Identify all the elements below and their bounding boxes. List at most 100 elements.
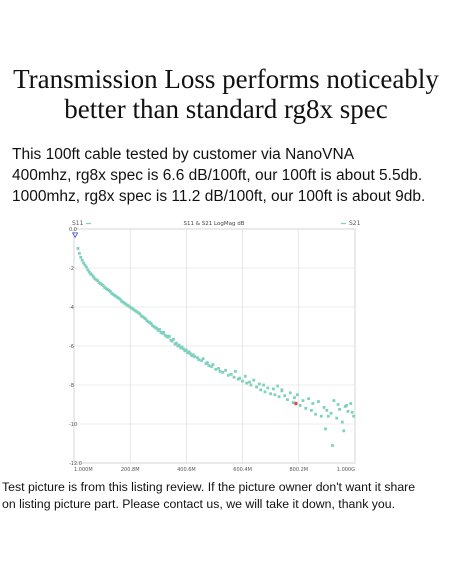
s21-point-113 [262, 383, 265, 387]
s21-point-125 [291, 401, 295, 404]
chart-background [64, 219, 364, 474]
s21-point-104 [241, 379, 244, 383]
s21-point-153 [342, 429, 346, 433]
s21-point-127 [295, 393, 299, 397]
s21-point-61 [162, 330, 166, 334]
s21-point-35 [125, 303, 129, 307]
s21-point-133 [311, 402, 315, 405]
s21-point-36 [127, 304, 130, 308]
s11-marker [71, 232, 79, 239]
s21-point-88 [204, 362, 208, 365]
s21-point-28 [115, 295, 119, 299]
x-tick-label-4: 800.2M [289, 467, 308, 473]
s21-point-83 [193, 355, 197, 359]
s21-point-134 [314, 412, 318, 416]
s21-point-155 [350, 410, 354, 414]
s21-point-60 [160, 331, 164, 335]
s21-point-120 [277, 395, 281, 399]
s21-point-23 [108, 290, 112, 293]
description: This 100ft cable tested by customer via … [12, 144, 450, 207]
s21-point-79 [187, 350, 191, 354]
s21-point-148 [280, 388, 284, 392]
s21-point-6 [84, 265, 88, 269]
s21-point-129 [301, 399, 305, 402]
s21-point-75 [182, 347, 185, 351]
s21-point-107 [248, 380, 251, 384]
y-tick-label-5: -10 [69, 422, 77, 428]
s21-point-151 [331, 444, 334, 447]
s21-point-149 [324, 427, 327, 431]
s21-point-26 [113, 293, 116, 297]
s21-point-108 [249, 383, 253, 387]
s21-point-37 [128, 305, 132, 309]
s21-point-0 [76, 247, 80, 250]
s21-point-25 [111, 292, 115, 296]
s21-point-122 [283, 394, 287, 398]
s21-point-22 [107, 289, 111, 292]
s21-point-124 [288, 391, 292, 395]
s21-point-103 [238, 376, 242, 380]
headline: Transmission Loss performs noticeably be… [0, 64, 452, 124]
s21-point-112 [259, 388, 263, 392]
y-tick-label-4: -8 [69, 383, 74, 389]
s21-point-13 [94, 278, 98, 282]
s21-point-38 [129, 306, 133, 310]
s21-point-98 [227, 373, 230, 377]
s21-point-150 [326, 414, 330, 418]
s21-point-123 [286, 398, 289, 402]
s21-point-17 [100, 283, 104, 286]
s21-point-140 [332, 399, 336, 402]
s21-point-58 [158, 328, 161, 331]
s21-point-18 [101, 284, 105, 287]
s21-point-10 [90, 273, 94, 277]
s21-point-70 [174, 341, 178, 345]
s21-point-78 [186, 351, 190, 355]
s21-point-11 [92, 275, 95, 279]
y-tick-label-6: -12.0 [69, 461, 82, 467]
disclaimer: Test picture is from this listing review… [2, 479, 450, 513]
s21-point-73 [179, 346, 183, 350]
s21-point-86 [200, 359, 204, 363]
y-tick-label-1: -2 [69, 266, 74, 272]
s21-point-67 [170, 339, 174, 343]
headline-line-2: better than standard rg8x spec [64, 94, 388, 124]
s21-point-45 [139, 314, 143, 318]
s21-point-62 [163, 333, 167, 337]
s21-point-71 [176, 344, 180, 348]
s21-point-69 [173, 342, 177, 346]
s21-point-141 [335, 416, 339, 420]
s21-point-143 [340, 420, 344, 424]
s21-point-3 [80, 258, 84, 262]
s21-point-89 [205, 361, 209, 364]
nanovna-chart: S11 S11 & S21 LogMag dB S21 0.0 -2 -4 -6 -8 -… [64, 219, 364, 474]
x-tick-label-5: 1.000G [337, 467, 355, 473]
s21-point-102 [236, 377, 240, 381]
s21-point-93 [214, 368, 218, 371]
s21-points [76, 247, 355, 447]
s21-point-94 [217, 367, 220, 370]
s21-point-68 [172, 337, 175, 341]
s21-point-59 [159, 330, 163, 334]
x-axis-ticks: 1.000M 200.8M 400.6M 600.4M 800.2M 1.000G [74, 467, 355, 473]
s21-point-74 [180, 345, 184, 349]
s21-point-135 [317, 400, 320, 403]
s21-point-114 [263, 390, 267, 394]
x-tick-label-1: 200.8M [121, 467, 140, 473]
description-line-2: 400mhz, rg8x spec is 6.6 dB/100ft, our 1… [12, 167, 423, 184]
s21-point-111 [257, 382, 261, 386]
y-tick-label-3: -6 [69, 344, 74, 350]
s21-point-144 [343, 405, 347, 408]
s21-point-2 [79, 255, 83, 259]
s21-point-8 [87, 270, 91, 274]
s21-point-72 [177, 343, 181, 347]
s21-point-139 [329, 411, 333, 415]
s21-point-96 [221, 370, 225, 374]
s21-point-19 [103, 286, 107, 289]
s21-point-9 [89, 272, 92, 276]
s21-point-97 [224, 368, 228, 372]
s21-point-76 [183, 349, 187, 353]
s21-point-132 [310, 408, 313, 412]
s21-point-21 [106, 288, 109, 291]
s21-point-14 [96, 279, 100, 283]
s21-point-115 [266, 386, 270, 390]
